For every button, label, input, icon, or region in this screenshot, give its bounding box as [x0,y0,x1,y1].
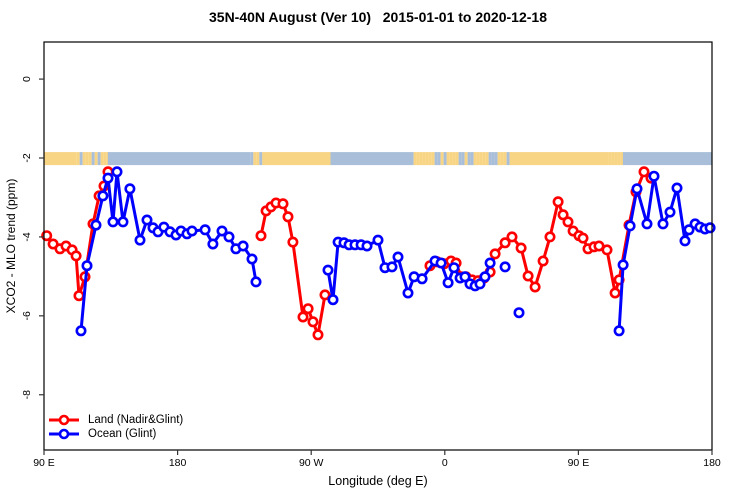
svg-text:-8: -8 [21,390,33,399]
ocean-series [75,166,716,337]
legend-item-land: Land (Nadir&Glint) [47,413,183,426]
x-axis-title: Longitude (deg E) [328,474,428,488]
y-axis-title: XCO2 - MLO trend (ppm) [4,178,18,314]
plot-border [43,41,713,451]
legend-label-ocean: Ocean (Glint) [88,427,157,440]
svg-text:90 W: 90 W [299,457,324,469]
svg-text:-2: -2 [21,153,33,162]
svg-text:0: 0 [21,76,33,82]
svg-text:-6: -6 [21,311,33,320]
axes: 90 E 180 90 W 0 90 E 180 0 -2 -4 -6 -8 [21,41,721,469]
svg-text:0: 0 [442,457,448,469]
legend: Land (Nadir&Glint) Ocean (Glint) [47,413,183,440]
legend-label-land: Land (Nadir&Glint) [88,413,184,426]
chart-title: 35N-40N August (Ver 10) 2015-01-01 to 20… [209,9,547,25]
svg-text:90 E: 90 E [568,457,590,469]
legend-item-ocean: Ocean (Glint) [47,427,183,440]
svg-text:90 E: 90 E [33,457,55,469]
svg-text:180: 180 [703,457,721,469]
land-series-swatch [49,414,79,425]
svg-text:180: 180 [169,457,187,469]
land-series [41,166,657,341]
map-band [44,152,712,166]
ocean-series-swatch [49,428,79,439]
svg-text:-4: -4 [21,232,33,241]
